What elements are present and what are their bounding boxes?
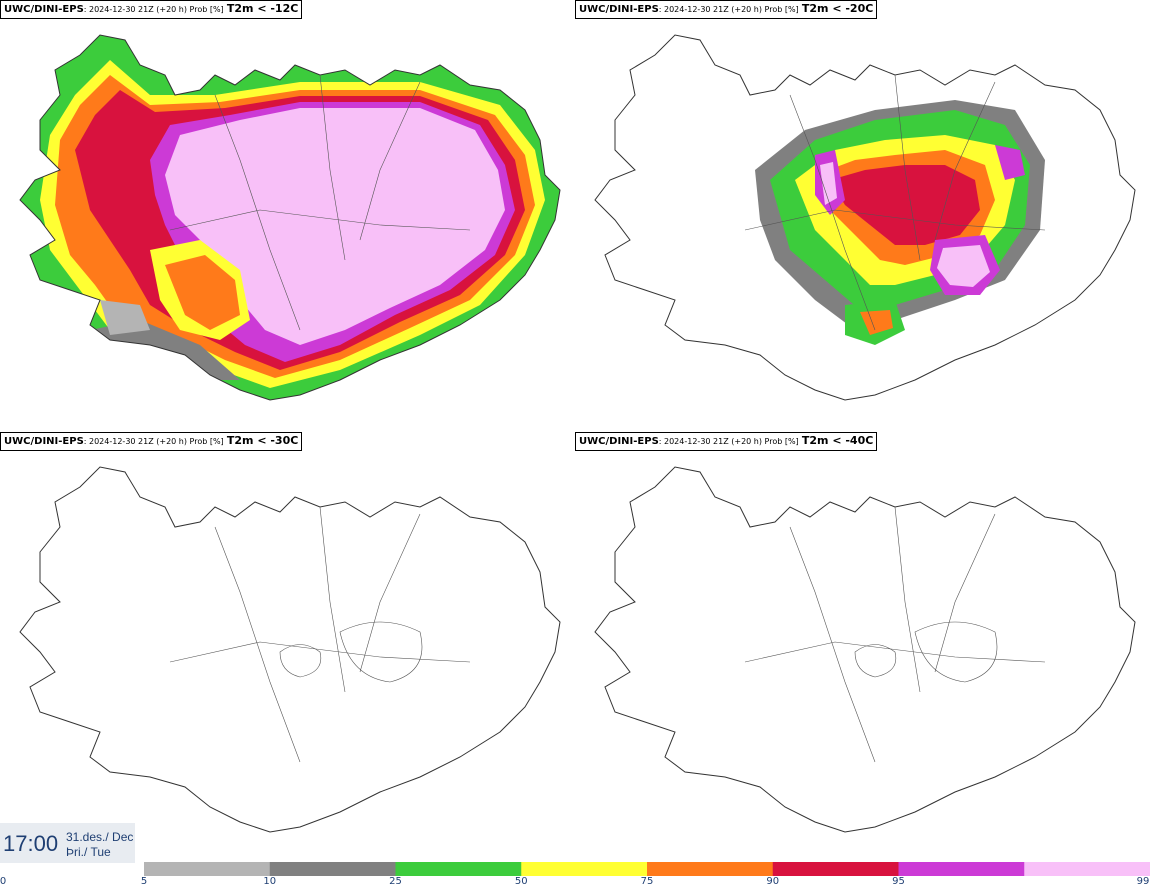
model-name: UWC/DINI-EPS: [579, 436, 659, 447]
colorbar-swatch: [521, 862, 648, 876]
map-panel-t2m-minus12: UWC/DINI-EPS: 2024-12-30 21Z (+20 h) Pro…: [0, 0, 575, 430]
colorbar-tick-label: 5: [140, 876, 148, 887]
colorbar-tick-label: 0: [0, 876, 7, 887]
valid-time-clock: 17:00: [3, 831, 59, 856]
colorbar-tick-label: 25: [389, 876, 402, 887]
iceland-map: [594, 466, 1136, 833]
model-name: UWC/DINI-EPS: [4, 436, 84, 447]
variable-name: T2m < -30C: [226, 434, 299, 447]
run-info: : 2024-12-30 21Z (+20 h) Prob [%]: [658, 437, 799, 446]
model-name: UWC/DINI-EPS: [4, 4, 84, 15]
colorbar-swatch: [647, 862, 774, 876]
colorbar-swatch: [269, 862, 396, 876]
run-info: : 2024-12-30 21Z (+20 h) Prob [%]: [658, 5, 799, 14]
colorbar-swatch: [1024, 862, 1150, 876]
map-panel-t2m-minus20: UWC/DINI-EPS: 2024-12-30 21Z (+20 h) Pro…: [575, 0, 1150, 430]
colorbar-tick-label: 75: [640, 876, 654, 887]
colorbar-tick-label: 50: [514, 876, 528, 887]
iceland-map: [19, 34, 561, 401]
map-panel-t2m-minus40: UWC/DINI-EPS: 2024-12-30 21Z (+20 h) Pro…: [575, 432, 1150, 862]
panel-title: UWC/DINI-EPS: 2024-12-30 21Z (+20 h) Pro…: [0, 0, 303, 19]
colorbar-swatch: [395, 862, 522, 876]
colorbar-tick-label: 90: [766, 876, 780, 887]
iceland-map: [594, 34, 1136, 401]
valid-time-box: 17:00 31.des./ Dec Þri./ Tue: [0, 823, 135, 863]
panel-title: UWC/DINI-EPS: 2024-12-30 21Z (+20 h) Pro…: [575, 432, 878, 451]
colorbar-swatch: [144, 862, 271, 876]
run-info: : 2024-12-30 21Z (+20 h) Prob [%]: [83, 437, 224, 446]
panel-title: UWC/DINI-EPS: 2024-12-30 21Z (+20 h) Pro…: [0, 432, 303, 451]
run-info: : 2024-12-30 21Z (+20 h) Prob [%]: [83, 5, 224, 14]
variable-name: T2m < -20C: [801, 2, 874, 15]
valid-date-line1: 31.des./ Dec: [66, 830, 134, 844]
variable-name: T2m < -40C: [801, 434, 874, 447]
colorbar-tick-label: 95: [892, 876, 905, 887]
colorbar-swatch: [772, 862, 899, 876]
probability-colorbar: [144, 862, 1150, 876]
model-name: UWC/DINI-EPS: [579, 4, 659, 15]
map-panel-t2m-minus30: UWC/DINI-EPS: 2024-12-30 21Z (+20 h) Pro…: [0, 432, 575, 862]
iceland-map: [19, 466, 561, 833]
colorbar-tick-label: 10: [263, 876, 277, 887]
colorbar-tick-label: 99: [1136, 876, 1150, 887]
panel-title: UWC/DINI-EPS: 2024-12-30 21Z (+20 h) Pro…: [575, 0, 878, 19]
variable-name: T2m < -12C: [226, 2, 299, 15]
valid-date-line2: Þri./ Tue: [66, 845, 111, 859]
colorbar-swatch: [898, 862, 1025, 876]
